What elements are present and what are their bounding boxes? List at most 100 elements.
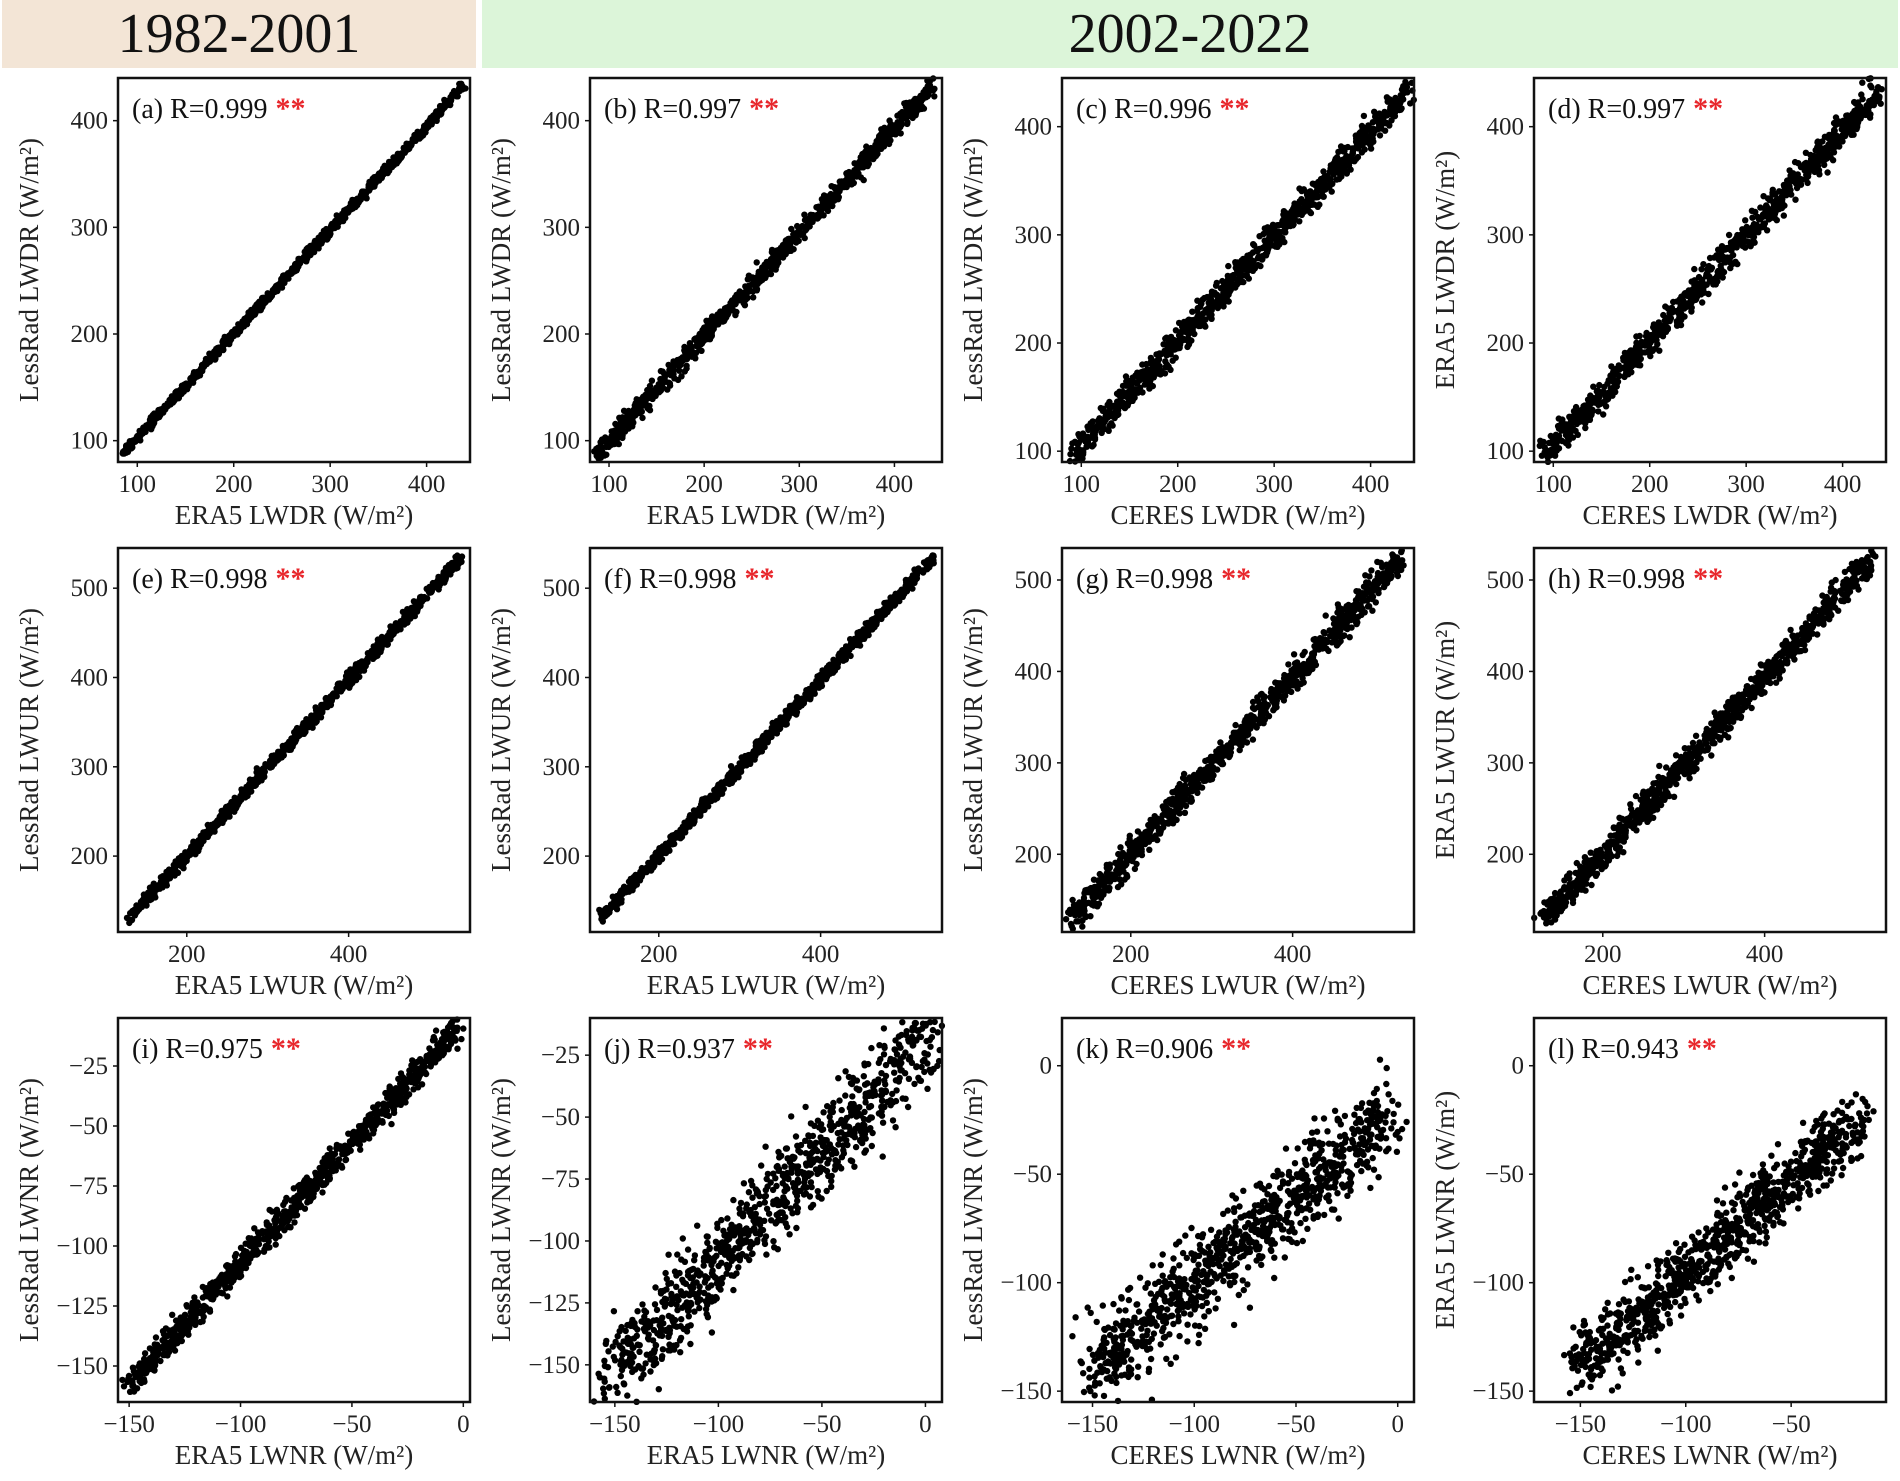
data-point	[1165, 363, 1172, 370]
data-point	[881, 135, 888, 142]
data-point	[131, 438, 138, 445]
data-point	[1176, 341, 1184, 348]
data-point	[1771, 214, 1779, 222]
data-point	[1378, 113, 1385, 121]
data-point	[880, 128, 888, 135]
data-point	[1697, 289, 1705, 296]
data-point	[177, 857, 184, 864]
data-point	[1369, 119, 1377, 126]
data-point	[608, 432, 615, 440]
data-point	[1797, 181, 1805, 188]
data-point	[793, 239, 800, 246]
data-point	[1258, 253, 1266, 260]
y-tick-label: 300	[1487, 222, 1525, 249]
data-point	[1099, 416, 1107, 424]
data-point	[1275, 229, 1282, 236]
data-point	[1331, 166, 1338, 173]
data-point	[141, 894, 148, 902]
data-point	[1232, 264, 1240, 272]
data-point	[1311, 181, 1319, 189]
data-point	[1106, 422, 1113, 429]
data-point	[265, 761, 273, 768]
data-point	[1147, 376, 1155, 383]
data-point	[1706, 276, 1714, 283]
data-point	[1859, 110, 1866, 118]
x-tick-label: 100	[590, 471, 628, 498]
scatter-points	[1536, 75, 1885, 465]
data-point	[1163, 348, 1170, 356]
data-point	[1203, 293, 1211, 301]
x-axis-title: ERA5 LWUR (W/m²)	[175, 970, 414, 1000]
y-tick-label: 200	[71, 843, 109, 870]
data-point	[1360, 112, 1368, 120]
data-point	[1780, 212, 1788, 219]
data-point	[360, 192, 368, 199]
data-point	[1111, 414, 1118, 422]
data-point	[1872, 90, 1880, 98]
y-tick-label: 400	[1015, 114, 1053, 141]
data-point	[1110, 402, 1117, 409]
data-point	[877, 145, 884, 152]
data-point	[1763, 227, 1771, 234]
data-point	[1553, 432, 1560, 440]
data-point	[1656, 347, 1663, 354]
data-point	[1316, 201, 1323, 208]
scatter-points	[1066, 78, 1418, 465]
x-axis-title: ERA5 LWDR (W/m²)	[175, 500, 414, 530]
data-point	[1757, 224, 1765, 231]
y-tick-label: 100	[1487, 438, 1525, 465]
data-point	[1150, 363, 1158, 370]
data-point	[1727, 259, 1734, 266]
data-point	[1715, 246, 1722, 253]
data-point	[1796, 175, 1804, 182]
data-point	[790, 246, 797, 253]
data-point	[166, 396, 173, 404]
data-point	[619, 414, 626, 421]
data-point	[1632, 356, 1640, 363]
data-point	[1135, 386, 1142, 394]
data-point	[449, 563, 456, 571]
data-point	[1824, 169, 1831, 176]
data-point	[1084, 442, 1091, 449]
significance-mark: **	[276, 92, 306, 125]
x-tick-label: 200	[215, 471, 253, 498]
data-point	[664, 386, 671, 393]
data-point	[1376, 132, 1384, 139]
x-tick-label: 400	[1824, 471, 1862, 498]
data-point	[831, 184, 838, 191]
data-point	[1358, 122, 1366, 130]
data-point	[284, 272, 291, 279]
data-point	[914, 97, 922, 104]
data-point	[1191, 330, 1198, 338]
panel-label: (d) R=0.997	[1548, 94, 1685, 125]
data-point	[1576, 418, 1584, 425]
data-point	[1731, 236, 1739, 244]
data-point	[1238, 257, 1246, 264]
data-point	[143, 422, 151, 429]
data-point	[683, 365, 690, 372]
significance-mark: **	[276, 562, 306, 595]
data-point	[1721, 258, 1728, 265]
data-point	[732, 311, 739, 319]
data-point	[1653, 333, 1660, 340]
data-point	[924, 85, 931, 92]
data-point	[199, 365, 206, 372]
scatter-points	[591, 75, 938, 462]
data-point	[1727, 264, 1734, 272]
data-point	[1579, 407, 1587, 414]
data-point	[303, 718, 310, 725]
data-point	[388, 163, 395, 171]
data-point	[1083, 434, 1090, 442]
data-point	[1085, 424, 1093, 431]
data-point	[618, 422, 626, 429]
data-point	[1670, 298, 1677, 306]
data-point	[447, 101, 454, 109]
data-point	[759, 268, 767, 275]
y-tick-label: 200	[1015, 330, 1053, 357]
data-point	[205, 823, 212, 830]
data-point	[704, 334, 711, 341]
data-point	[1734, 260, 1741, 268]
data-point	[1363, 139, 1371, 146]
data-point	[453, 553, 460, 560]
